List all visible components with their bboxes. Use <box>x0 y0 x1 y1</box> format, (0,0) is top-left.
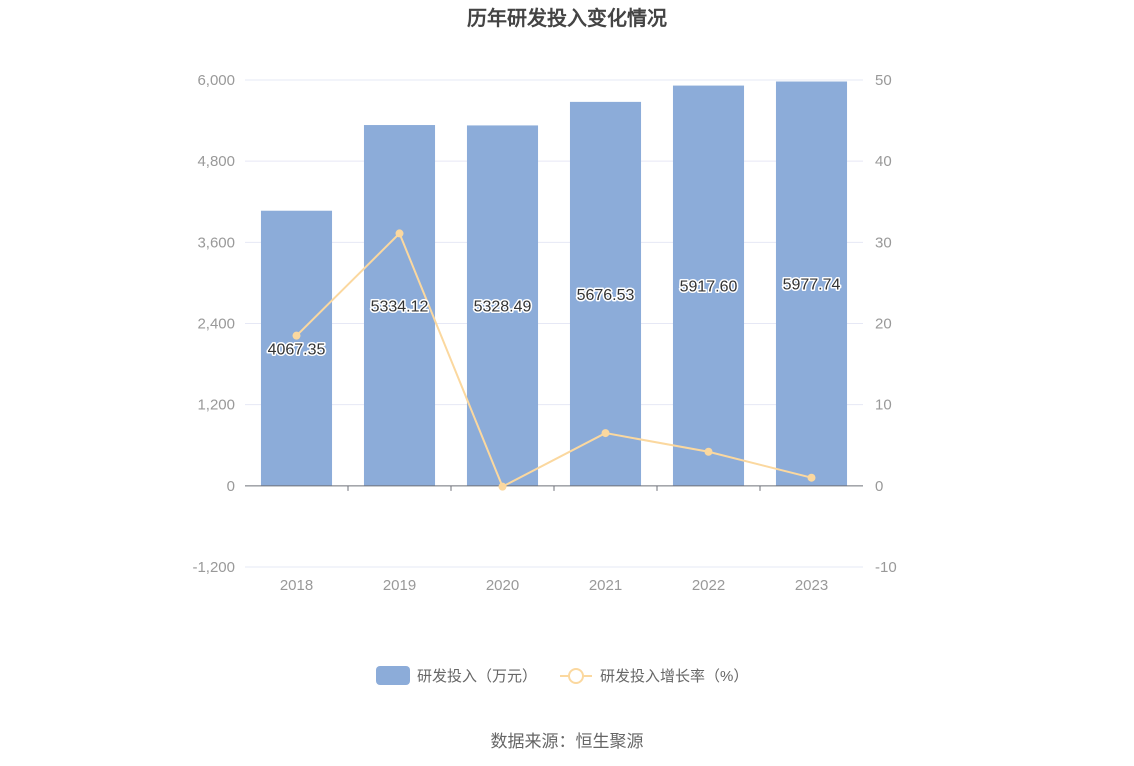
bar-value-label: 5977.74 <box>783 277 841 294</box>
bar-value-label: 4067.35 <box>268 341 326 358</box>
legend-line-label: 研发投入增长率（%） <box>600 668 748 685</box>
bar-value-label: 5328.49 <box>474 299 532 316</box>
y-right-tick-label: 0 <box>875 478 883 495</box>
legend-line-marker <box>568 668 584 684</box>
legend-item-bar[interactable]: 研发投入（万元） <box>376 666 537 685</box>
y-right-tick-label: 30 <box>875 234 892 251</box>
y-left-tick-label: -1,200 <box>192 559 235 576</box>
growth-point <box>807 473 816 482</box>
y-right-tick-label: 20 <box>875 316 892 333</box>
grid-lines <box>245 79 863 568</box>
growth-point <box>395 229 404 238</box>
y-left-tick-label: 4,800 <box>197 153 235 170</box>
bar <box>775 81 848 486</box>
growth-point <box>704 447 713 456</box>
line-series <box>292 229 816 491</box>
x-tick-label: 2022 <box>692 577 725 594</box>
chart-title: 历年研发投入变化情况 <box>467 6 667 30</box>
bar-value-label: 5676.53 <box>577 287 635 304</box>
y-right-tick-label: 40 <box>875 153 892 170</box>
x-tick-label: 2021 <box>589 577 622 594</box>
x-tick-label: 2018 <box>280 577 313 594</box>
y-left-tick-label: 1,200 <box>197 397 235 414</box>
bar-value-label: 5917.60 <box>680 279 738 296</box>
x-tick-label: 2019 <box>383 577 416 594</box>
bar-series <box>260 81 848 486</box>
bar <box>363 125 436 486</box>
y-left-tick-label: 3,600 <box>197 234 235 251</box>
source-note: 数据来源：恒生聚源 <box>491 732 644 751</box>
legend-bar-label: 研发投入（万元） <box>417 668 537 685</box>
y-right-tick-label: -10 <box>875 559 897 576</box>
growth-point <box>601 429 610 438</box>
bar <box>260 210 333 486</box>
legend-item-line[interactable]: 研发投入增长率（%） <box>560 668 748 685</box>
growth-point <box>498 482 507 491</box>
x-tick-label: 2020 <box>486 577 519 594</box>
growth-point <box>292 331 301 340</box>
y-left-tick-label: 0 <box>227 478 235 495</box>
y-right-tick-label: 50 <box>875 72 892 89</box>
bar <box>569 101 642 486</box>
y-right-tick-label: 10 <box>875 397 892 414</box>
growth-line <box>295 231 812 489</box>
x-tick-label: 2023 <box>795 577 828 594</box>
bar <box>672 85 745 486</box>
legend[interactable]: 研发投入（万元） 研发投入增长率（%） <box>376 666 748 685</box>
bar-value-label: 5334.12 <box>371 298 429 315</box>
y-left-tick-label: 2,400 <box>197 316 235 333</box>
data-labels: 4067.35 5334.12 5328.49 5676.53 5917.60 5977.… <box>266 275 842 360</box>
axes: -1,200 0 1,200 2,400 3,600 4,800 6,000 -10 0 10 20… <box>192 72 896 594</box>
y-left-tick-label: 6,000 <box>197 72 235 89</box>
legend-bar-swatch <box>376 666 410 685</box>
